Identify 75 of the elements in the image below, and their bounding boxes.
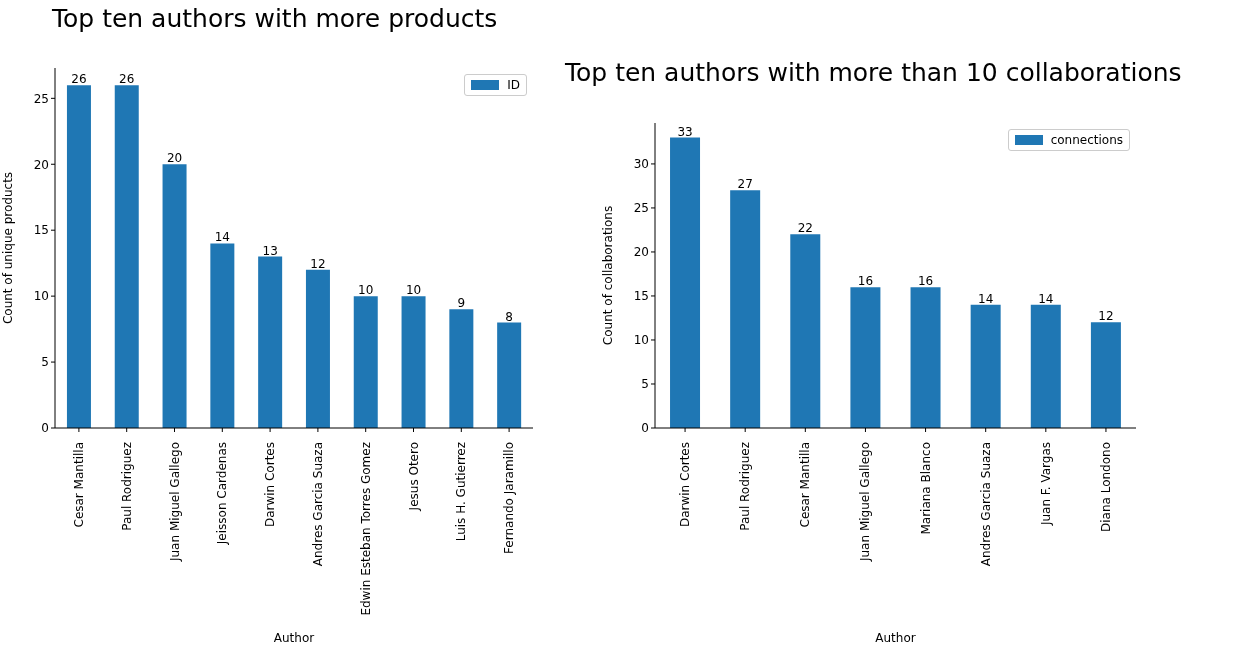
- bar: [305, 269, 330, 428]
- data-label: 26: [119, 72, 135, 87]
- x-tick-label: Jeisson Cardenas: [215, 442, 230, 546]
- y-tick-label: 10: [33, 289, 49, 304]
- y-tick-label: 30: [633, 157, 649, 172]
- bar: [401, 296, 426, 428]
- data-label: 33: [677, 124, 693, 139]
- data-label: 13: [262, 243, 278, 258]
- bar: [910, 287, 941, 428]
- y-tick-label: 20: [33, 157, 49, 172]
- y-tick-label: 25: [633, 201, 649, 216]
- data-label: 14: [1038, 291, 1054, 306]
- bar: [449, 309, 474, 428]
- x-tick-label: Fernando Jaramillo: [502, 442, 517, 554]
- data-label: 9: [457, 296, 466, 311]
- data-label: 14: [978, 291, 994, 306]
- data-label: 10: [358, 283, 374, 298]
- x-tick-label: Juan Miguel Gallego: [858, 442, 873, 563]
- data-label: 8: [505, 309, 513, 324]
- data-label: 14: [214, 230, 230, 245]
- data-label: 27: [737, 177, 753, 192]
- x-tick-label: Jesus Otero: [406, 442, 421, 512]
- bar: [970, 304, 1001, 428]
- y-axis-title: Count of unique products: [1, 171, 16, 325]
- chart-title: Top ten authors with more products: [52, 4, 498, 33]
- y-tick-label: 5: [641, 377, 649, 392]
- data-label: 10: [405, 283, 422, 298]
- data-label: 20: [166, 151, 183, 166]
- y-tick-label: 20: [633, 245, 649, 260]
- x-tick-label: Darwin Cortes: [263, 442, 278, 528]
- y-tick-label: 0: [41, 421, 49, 436]
- x-axis-title: Author: [875, 631, 916, 645]
- bar: [114, 85, 139, 428]
- bar: [1090, 322, 1121, 428]
- y-axis-title: Count of collaborations: [601, 205, 616, 346]
- bar: [258, 256, 283, 428]
- bar: [850, 287, 881, 428]
- bar: [210, 243, 235, 428]
- data-label: 16: [917, 274, 934, 289]
- data-label: 12: [310, 256, 326, 271]
- x-axis-title: Author: [273, 631, 315, 645]
- y-tick-label: 10: [633, 333, 649, 348]
- data-label: 22: [797, 221, 813, 236]
- x-tick-label: Luis H. Gutierrez: [454, 442, 469, 542]
- legend-label: ID: [507, 78, 520, 92]
- y-tick-label: 15: [633, 289, 649, 304]
- x-tick-label: Paul Rodriguez: [119, 442, 134, 531]
- x-tick-label: Darwin Cortes: [678, 442, 693, 528]
- x-tick-label: Diana Londono: [1098, 442, 1113, 533]
- x-tick-label: Andres Garcia Suaza: [310, 442, 325, 567]
- x-tick-label: Paul Rodriguez: [738, 442, 753, 531]
- bar: [66, 85, 91, 428]
- bar: [1030, 304, 1061, 428]
- x-tick-label: Juan Miguel Gallego: [167, 442, 182, 563]
- x-tick-label: Cesar Mantilla: [71, 442, 86, 528]
- data-label: 26: [71, 72, 87, 87]
- bar: [730, 190, 761, 428]
- x-tick-label: Andres Garcia Suaza: [978, 442, 993, 567]
- bar: [162, 164, 187, 428]
- y-tick-label: 25: [33, 91, 49, 106]
- x-tick-label: Juan F. Vargas: [1038, 442, 1053, 527]
- x-tick-label: Edwin Esteban Torres Gomez: [358, 442, 373, 616]
- chart-title: Top ten authors with more than 10 collaborations: [565, 58, 1182, 87]
- x-tick-label: Mariana Blanco: [918, 442, 933, 535]
- bar: [670, 137, 701, 428]
- y-tick-label: 15: [33, 223, 49, 238]
- bar: [497, 322, 522, 428]
- bar: [790, 234, 821, 428]
- y-tick-label: 5: [41, 355, 49, 370]
- legend-label: connections: [1050, 133, 1123, 147]
- data-label: 12: [1098, 309, 1114, 324]
- y-tick-label: 0: [641, 421, 649, 436]
- x-tick-label: Cesar Mantilla: [798, 442, 813, 528]
- data-label: 16: [857, 274, 874, 289]
- bar: [353, 296, 378, 428]
